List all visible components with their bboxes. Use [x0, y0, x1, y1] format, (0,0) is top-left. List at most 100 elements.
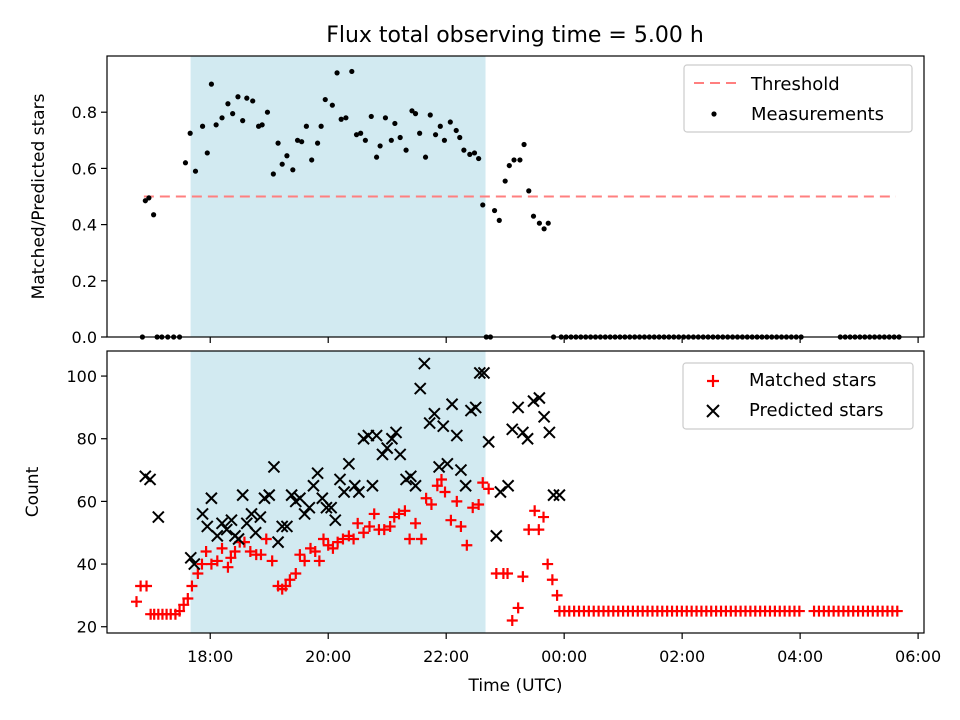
measurement-point	[213, 122, 219, 128]
predicted-star-point	[385, 432, 399, 445]
predicted-star-point	[293, 492, 307, 505]
matched-star-point	[358, 527, 370, 539]
measurement-point	[476, 155, 482, 162]
matched-star-point	[435, 473, 447, 485]
top-y-tick-label: 0.2	[72, 272, 97, 291]
predicted-star-point	[348, 479, 361, 492]
measurement-point	[437, 123, 443, 129]
matched-star-point	[542, 558, 554, 570]
bottom-y-tick-label: 40	[77, 555, 97, 574]
matched-star-point	[141, 580, 153, 592]
measurement-point	[506, 162, 512, 169]
predicted-star-point	[441, 457, 454, 471]
matched-star-point	[368, 508, 380, 520]
predicted-star-point	[516, 426, 530, 439]
measurement-point	[279, 161, 285, 167]
bottom-x-tick-label: 18:00	[187, 647, 233, 666]
matched-star-point	[196, 558, 208, 570]
legend-predicted-label: Predicted stars	[749, 400, 883, 421]
measurement-point	[334, 70, 340, 76]
measurement-point	[397, 134, 403, 141]
predicted-star-point	[254, 510, 267, 524]
matched-star-point	[216, 542, 228, 554]
matched-stars-points	[130, 473, 903, 626]
measurement-point	[511, 157, 517, 163]
matched-star-point	[186, 580, 198, 592]
measurement-point	[192, 168, 199, 174]
predicted-star-point	[370, 429, 383, 442]
measurement-point	[526, 188, 532, 194]
bottom-legend: Matched stars Predicted stars	[682, 362, 914, 430]
measurement-point	[377, 143, 383, 149]
measurement-point	[480, 202, 486, 208]
matched-star-point	[410, 517, 422, 529]
top-y-tick-label: 0.8	[72, 103, 97, 122]
measurement-point	[151, 212, 157, 218]
bottom-y-axis-label: Count	[23, 466, 43, 517]
predicted-star-point	[220, 523, 233, 536]
matched-star-point	[512, 602, 524, 614]
predicted-star-point	[389, 426, 403, 439]
measurement-point	[259, 122, 265, 128]
matched-star-point	[467, 502, 479, 514]
bottom-y-ticks: 20 40 60 80 100	[66, 367, 107, 637]
predicted-star-point	[143, 473, 157, 486]
matched-star-point	[280, 580, 292, 592]
bottom-x-tick-label: 04:00	[777, 647, 823, 666]
matched-star-point	[294, 549, 306, 561]
matched-star-point	[313, 555, 325, 567]
x-axis-label: Time (UTC)	[468, 676, 563, 696]
measurement-point	[329, 102, 335, 108]
measurement-point	[244, 95, 250, 101]
matched-star-point	[431, 480, 443, 492]
measurement-point	[208, 81, 215, 87]
measurement-point	[290, 167, 296, 173]
legend-measurements-swatch	[711, 111, 717, 117]
measurement-point	[182, 160, 189, 166]
figure-title: Flux total observing time = 5.00 h	[326, 23, 704, 48]
matched-star-point	[266, 555, 278, 567]
matched-star-point	[425, 499, 437, 511]
matched-star-point	[260, 533, 272, 545]
predicted-star-point	[450, 429, 464, 442]
predicted-star-point	[547, 488, 560, 502]
matched-star-point	[483, 483, 495, 495]
predicted-star-point	[477, 366, 491, 380]
matched-star-point	[200, 546, 212, 558]
predicted-star-point	[201, 520, 214, 533]
measurement-point	[496, 217, 502, 223]
measurement-point	[204, 150, 210, 156]
matched-star-point	[244, 546, 256, 558]
predicted-star-point	[553, 488, 566, 502]
matched-star-point	[378, 524, 390, 536]
top-legend-box	[683, 64, 913, 133]
matched-star-point	[317, 533, 329, 545]
predicted-star-point	[352, 485, 366, 499]
matched-star-point	[451, 495, 463, 507]
matched-star-point	[182, 593, 194, 605]
predicted-star-point	[393, 448, 407, 461]
predicted-star-point	[490, 529, 503, 543]
predicted-star-point	[245, 507, 258, 521]
measurement-point	[461, 147, 467, 153]
predicted-star-point	[188, 557, 201, 571]
predicted-star-point	[333, 473, 347, 486]
matched-star-point	[420, 492, 432, 504]
measurement-point	[457, 134, 463, 141]
measurement-point	[368, 113, 374, 120]
matched-star-point	[404, 533, 416, 545]
matched-star-point	[290, 567, 302, 579]
matched-star-point	[299, 555, 311, 567]
legend-matched-swatch	[707, 375, 719, 387]
predicted-star-point	[152, 510, 165, 524]
predicted-star-point	[236, 488, 249, 502]
bottom-x-ticks: 18:00 20:00 22:00 00:00 02:00 04:00 06:00	[187, 633, 941, 666]
matched-star-point	[284, 574, 296, 586]
predicted-star-point	[249, 526, 262, 539]
predicted-star-point	[215, 517, 229, 530]
measurement-point	[388, 137, 394, 143]
matched-star-point	[309, 546, 321, 558]
measurement-point	[275, 140, 281, 146]
top-y-tick-label: 0.6	[72, 159, 97, 178]
